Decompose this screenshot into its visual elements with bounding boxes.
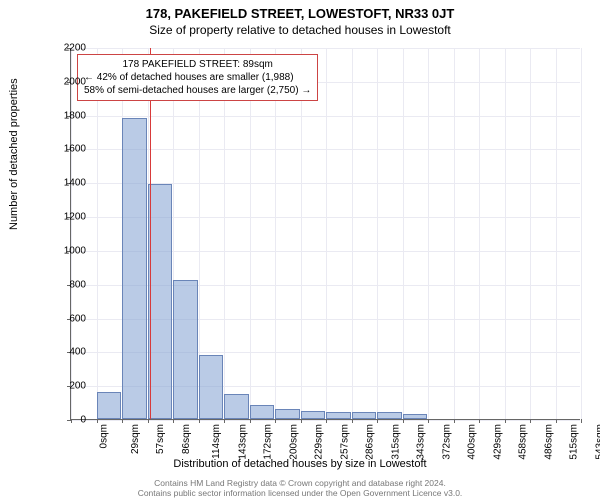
page-subtitle: Size of property relative to detached ho… [0, 21, 600, 37]
gridline-v [275, 48, 276, 419]
x-tick-mark [530, 419, 531, 423]
histogram-bar [199, 355, 224, 419]
histogram-bar [275, 409, 300, 419]
histogram-bar [250, 405, 275, 419]
x-tick-label: 372sqm [441, 424, 452, 460]
histogram-plot: 178 PAKEFIELD STREET: 89sqm← 42% of deta… [70, 48, 580, 420]
info-box-line: ← 42% of detached houses are smaller (1,… [84, 71, 311, 84]
x-tick-mark [352, 419, 353, 423]
x-tick-label: 172sqm [263, 424, 274, 460]
histogram-bar [403, 414, 428, 419]
x-tick-mark [224, 419, 225, 423]
y-tick-label: 2000 [46, 76, 86, 87]
x-tick-label: 86sqm [181, 424, 192, 454]
gridline-v [556, 48, 557, 419]
x-tick-mark [326, 419, 327, 423]
x-tick-mark [428, 419, 429, 423]
x-tick-label: 429sqm [492, 424, 503, 460]
histogram-bar [326, 412, 351, 419]
histogram-bar [224, 394, 249, 419]
x-tick-mark [377, 419, 378, 423]
x-tick-mark [556, 419, 557, 423]
x-tick-mark [454, 419, 455, 423]
x-tick-label: 286sqm [365, 424, 376, 460]
histogram-bar [173, 280, 198, 419]
gridline-v [250, 48, 251, 419]
gridline-v [454, 48, 455, 419]
x-tick-label: 486sqm [543, 424, 554, 460]
y-tick-label: 1000 [46, 245, 86, 256]
x-tick-label: 515sqm [569, 424, 580, 460]
x-tick-label: 57sqm [155, 424, 166, 454]
gridline-v [224, 48, 225, 419]
x-tick-label: 143sqm [237, 424, 248, 460]
y-tick-label: 400 [46, 347, 86, 358]
x-tick-label: 29sqm [130, 424, 141, 454]
histogram-bar [352, 412, 377, 419]
gridline-v [326, 48, 327, 419]
y-tick-label: 600 [46, 313, 86, 324]
footer-line-1: Contains HM Land Registry data © Crown c… [0, 478, 600, 488]
gridline-v [403, 48, 404, 419]
reference-line [150, 48, 151, 419]
x-tick-label: 458sqm [518, 424, 529, 460]
gridline-v [301, 48, 302, 419]
x-tick-label: 200sqm [288, 424, 299, 460]
info-box-line: 178 PAKEFIELD STREET: 89sqm [84, 58, 311, 71]
gridline-v [428, 48, 429, 419]
x-tick-label: 0sqm [98, 424, 109, 448]
x-tick-label: 400sqm [467, 424, 478, 460]
x-tick-mark [173, 419, 174, 423]
histogram-bar [122, 118, 147, 419]
footer-line-2: Contains public sector information licen… [0, 488, 600, 498]
gridline-v [530, 48, 531, 419]
x-tick-mark [505, 419, 506, 423]
info-box-line: 58% of semi-detached houses are larger (… [84, 84, 311, 97]
histogram-bar [377, 412, 402, 419]
x-tick-mark [301, 419, 302, 423]
x-tick-label: 229sqm [314, 424, 325, 460]
footer-attribution: Contains HM Land Registry data © Crown c… [0, 478, 600, 498]
x-tick-mark [403, 419, 404, 423]
x-tick-mark [97, 419, 98, 423]
x-tick-label: 315sqm [390, 424, 401, 460]
gridline-v [377, 48, 378, 419]
x-tick-mark [581, 419, 582, 423]
histogram-bar [97, 392, 122, 419]
gridline-v [479, 48, 480, 419]
page-title: 178, PAKEFIELD STREET, LOWESTOFT, NR33 0… [0, 0, 600, 21]
y-axis-label: Number of detached properties [8, 78, 20, 230]
x-tick-label: 343sqm [416, 424, 427, 460]
histogram-bar [301, 411, 326, 419]
reference-info-box: 178 PAKEFIELD STREET: 89sqm← 42% of deta… [77, 54, 318, 101]
x-tick-mark [148, 419, 149, 423]
y-tick-label: 1400 [46, 178, 86, 189]
x-tick-label: 543sqm [594, 424, 600, 460]
x-tick-mark [479, 419, 480, 423]
y-tick-label: 1600 [46, 144, 86, 155]
y-tick-label: 0 [46, 415, 86, 426]
x-tick-mark [122, 419, 123, 423]
y-tick-label: 2200 [46, 43, 86, 54]
x-axis-label: Distribution of detached houses by size … [0, 458, 600, 470]
y-tick-label: 1800 [46, 110, 86, 121]
x-tick-label: 114sqm [211, 424, 222, 459]
gridline-v [71, 48, 72, 419]
y-tick-label: 200 [46, 381, 86, 392]
x-tick-label: 257sqm [339, 424, 350, 460]
y-tick-label: 1200 [46, 212, 86, 223]
gridline-v [581, 48, 582, 419]
x-tick-mark [250, 419, 251, 423]
x-tick-mark [275, 419, 276, 423]
gridline-v [505, 48, 506, 419]
y-tick-label: 800 [46, 279, 86, 290]
gridline-v [97, 48, 98, 419]
gridline-v [352, 48, 353, 419]
x-tick-mark [199, 419, 200, 423]
